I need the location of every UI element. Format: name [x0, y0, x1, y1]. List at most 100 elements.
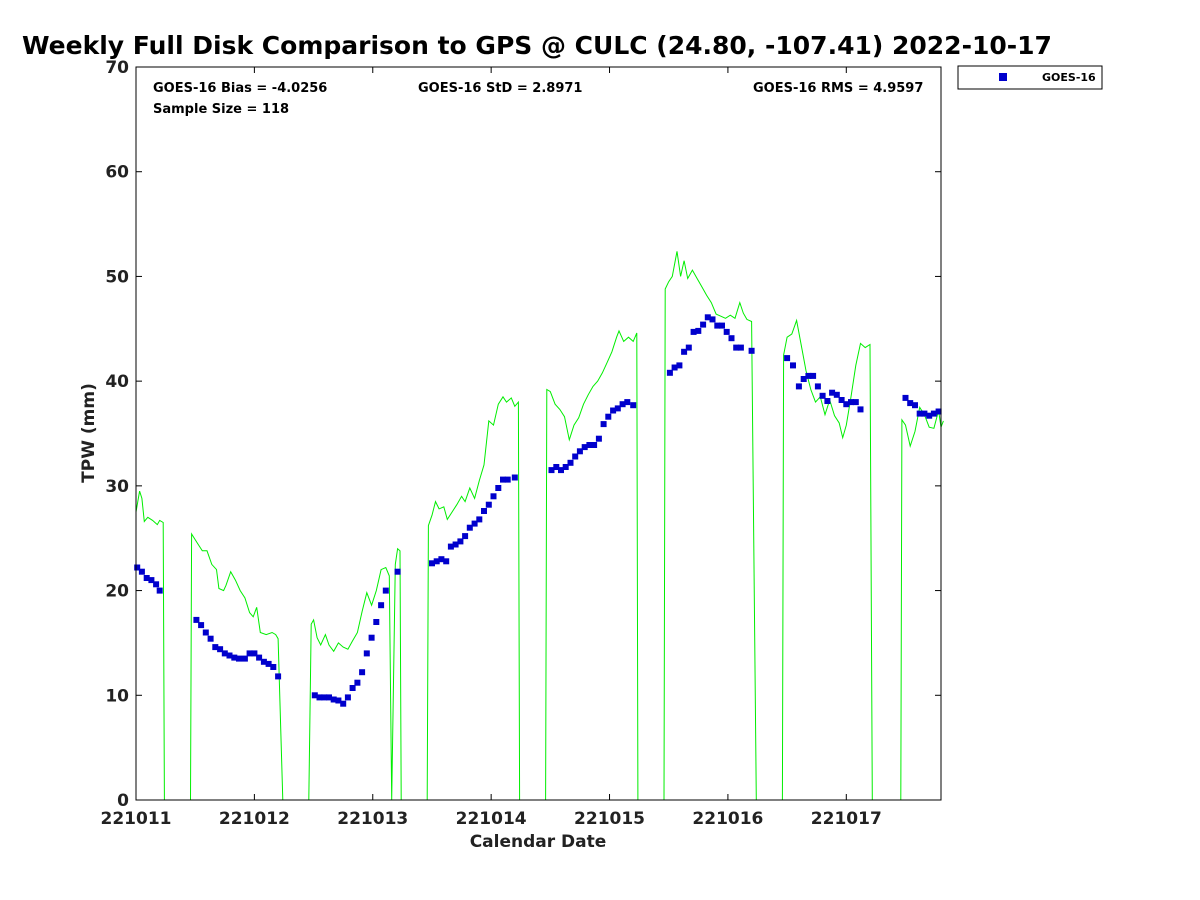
goes16-point-102 [824, 398, 831, 404]
goes16-point-44 [443, 558, 450, 565]
goes16-point-17 [246, 650, 253, 657]
goes16-point-65 [576, 448, 583, 455]
legend-marker-goes16 [999, 73, 1007, 81]
goes16-point-82 [690, 328, 697, 335]
goes16-point-31 [344, 694, 351, 701]
goes16-point-4 [153, 581, 160, 588]
goes16-point-61 [558, 467, 564, 474]
goes16-point-89 [723, 328, 730, 335]
x-tick-label-3: 221014 [456, 809, 527, 829]
goes16-point-113 [916, 410, 923, 417]
goes16-point-101 [819, 392, 826, 399]
goes16-point-30 [340, 700, 347, 707]
goes16-point-15 [236, 655, 242, 662]
goes16-point-11 [217, 646, 224, 653]
goes16-point-35 [363, 650, 370, 657]
goes16-point-66 [581, 444, 588, 451]
gps-line-segment-3 [426, 395, 521, 801]
goes16-point-91 [733, 344, 740, 351]
y-tick-label-0: 0 [117, 791, 129, 811]
goes16-point-106 [843, 401, 850, 408]
goes16-point-69 [595, 435, 602, 442]
goes16-point-108 [852, 399, 859, 406]
y-tick-label-6: 60 [105, 163, 129, 183]
goes16-point-90 [728, 335, 735, 342]
goes16-point-87 [714, 322, 721, 329]
legend: GOES-16 [957, 65, 1103, 90]
x-axis: 221011 221012 221013 221014 221015 221016 2210… [101, 67, 882, 829]
y-tick-label-1: 10 [105, 686, 129, 706]
chart-title: Weekly Full Disk Comparison to GPS @ CUL… [22, 31, 1052, 60]
gps-line-segment-5 [663, 251, 757, 801]
goes16-point-20 [260, 658, 267, 665]
goes16-point-107 [848, 399, 854, 406]
goes16-point-3 [148, 577, 155, 584]
std-stat: GOES-16 StD = 2.8971 [418, 81, 582, 96]
goes16-point-41 [429, 560, 435, 567]
bias-stat: GOES-16 Bias = -4.0256 [153, 81, 327, 96]
goes16-point-63 [567, 459, 574, 466]
goes16-point-74 [619, 401, 626, 408]
goes16-point-94 [784, 355, 791, 362]
goes16-point-97 [800, 376, 807, 382]
goes16-point-80 [681, 348, 688, 355]
plot-frame [135, 66, 942, 801]
goes16-point-38 [378, 602, 385, 609]
goes16-point-70 [600, 421, 607, 428]
goes16-point-58 [511, 474, 518, 481]
rms-stat: GOES-16 RMS = 4.9597 [753, 81, 923, 96]
x-tick-label-0: 221011 [101, 809, 172, 829]
goes16-point-51 [476, 516, 483, 523]
goes16-point-54 [490, 493, 497, 500]
goes16-point-29 [335, 697, 342, 704]
goes16-point-67 [586, 442, 593, 448]
goes16-point-50 [471, 520, 478, 527]
x-tick-label-1: 221012 [219, 809, 290, 829]
goes16-point-2 [143, 575, 150, 581]
goes16-series-layer [134, 314, 942, 707]
y-axis-label: TPW (mm) [79, 383, 99, 483]
goes16-point-71 [605, 413, 612, 420]
goes16-point-60 [553, 464, 560, 470]
goes16-point-6 [193, 616, 200, 623]
goes16-point-34 [359, 669, 366, 676]
goes16-point-84 [700, 321, 707, 328]
goes16-point-22 [270, 664, 277, 670]
y-tick-label-2: 20 [105, 582, 129, 602]
goes16-point-43 [438, 556, 445, 563]
goes16-point-56 [500, 476, 506, 483]
goes16-point-78 [671, 364, 678, 371]
y-tick-label-5: 50 [105, 267, 129, 287]
goes16-point-27 [326, 694, 332, 701]
goes16-point-42 [433, 558, 440, 565]
gps-line-segment-6 [781, 318, 873, 801]
goes16-point-95 [790, 362, 796, 369]
goes16-point-14 [231, 654, 238, 661]
goes16-point-72 [610, 407, 617, 414]
goes16-point-79 [676, 362, 683, 369]
goes16-point-100 [814, 383, 821, 390]
goes16-point-9 [207, 635, 214, 642]
goes16-point-48 [462, 533, 469, 540]
goes16-point-0 [134, 564, 141, 571]
y-axis: 0 10 20 30 40 50 60 70 [105, 58, 941, 811]
goes16-point-98 [805, 372, 812, 379]
gps-line-segment-2 [308, 547, 402, 801]
gps-line-segment-0 [135, 490, 165, 801]
goes16-point-68 [591, 442, 598, 448]
goes16-point-39 [382, 587, 389, 594]
goes16-point-36 [368, 634, 375, 641]
goes16-point-49 [466, 524, 473, 531]
gps-line-segment-7 [900, 405, 944, 801]
goes16-point-24 [311, 692, 318, 699]
goes16-point-111 [907, 400, 914, 407]
goes16-point-1 [138, 568, 145, 575]
goes16-point-62 [562, 464, 569, 470]
x-tick-label-5: 221016 [692, 809, 763, 829]
goes16-point-85 [704, 314, 711, 321]
goes16-point-40 [394, 568, 401, 575]
goes16-point-93 [748, 347, 755, 354]
x-tick-label-2: 221013 [337, 809, 408, 829]
goes16-point-64 [572, 453, 579, 460]
